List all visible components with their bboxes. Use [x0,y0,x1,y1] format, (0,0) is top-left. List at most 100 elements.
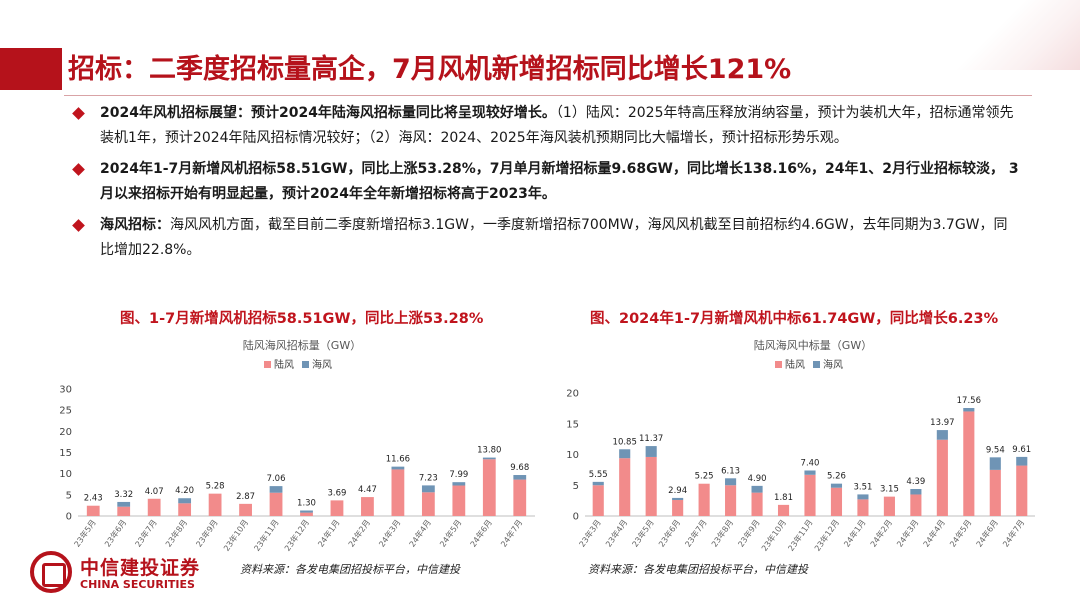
x-tick-label: 24年2月 [346,517,372,548]
y-tick-label: 15 [566,419,579,430]
diamond-bullet-icon [72,163,85,176]
x-tick-label: 23年5月 [630,517,656,548]
bullet-list: 2024年风机招标展望：预计2024年陆海风招标量同比将呈现较好增长。（1）陆风… [70,101,1020,269]
title-divider [64,95,1032,96]
legend-label-onshore: 陆风 [274,358,294,371]
bar-onshore [513,479,527,516]
bar-offshore [963,408,975,412]
bar-offshore [513,475,527,480]
bar-onshore [830,487,843,516]
bullet-item: 2024年1-7月新增风机招标58.51GW，同比上涨53.28%，7月单月新增… [70,157,1020,206]
bar-onshore [936,439,948,516]
bar-offshore [830,483,843,488]
bar-onshore [117,506,131,516]
bar-offshore [751,485,763,493]
source-note-tender: 资料来源：各发电集团招投标平台，中信建投 [240,563,460,576]
data-label: 2.94 [668,486,687,496]
x-tick-label: 24年3月 [376,517,402,548]
y-tick-label: 25 [59,406,72,417]
y-tick-label: 10 [566,450,579,461]
data-label: 11.66 [386,455,410,465]
bar-onshore [300,512,313,516]
x-tick-label: 24年4月 [921,517,947,548]
data-label: 13.80 [477,446,501,456]
x-tick-label: 24年2月 [868,517,894,548]
data-label: 7.06 [267,474,286,484]
bar-offshore [482,457,496,460]
bar-onshore [698,483,710,516]
bullet-item: 海风招标：海风风机方面，截至目前二季度新增招标3.1GW，一季度新增招标700M… [70,213,1020,262]
bar-onshore [147,498,161,516]
x-tick-label: 23年3月 [577,517,603,548]
data-label: 4.90 [748,474,767,484]
bar-onshore [421,492,435,516]
bar-offshore [804,470,816,475]
bullet-text: 海风风机方面，截至目前二季度新增招标3.1GW，一季度新增招标700MW，海风风… [100,217,1008,258]
bar-onshore [86,505,100,516]
bar-onshore [208,493,222,516]
data-label: 5.55 [589,470,608,480]
bar-onshore [1016,465,1028,516]
legend-label-onshore: 陆风 [785,358,805,371]
diamond-bullet-icon [72,219,85,232]
bar-onshore [391,469,405,516]
tender-chart-svg: 陆风海风招标量（GW）陆风 海风0510152025302.4323年5月3.32… [59,338,535,553]
data-label: 3.32 [114,490,133,500]
data-label: 3.51 [853,482,872,492]
legend-label-offshore: 海风 [312,358,332,371]
data-label: 4.07 [145,487,164,497]
bar-offshore [269,486,283,493]
legend-swatch-onshore [264,361,271,368]
x-tick-label: 24年1月 [315,517,341,548]
bar-offshore [1016,456,1028,466]
data-label: 3.69 [327,488,346,498]
data-label: 9.68 [510,463,529,473]
bar-onshore [777,504,790,516]
bar-onshore [672,500,684,516]
award-chart-svg: 陆风海风中标量（GW） 陆风 海风 0 5 10 15 20 5.55 23年3月 10.85 23年… [566,338,1035,553]
bar-onshore [330,500,344,516]
bar-onshore [482,459,496,516]
x-tick-label: 24年1月 [841,517,867,548]
logo-english-name: CHINA SECURITIES [80,578,195,591]
legend-swatch-offshore [813,361,820,368]
y-tick-label: 5 [573,481,579,492]
figure-caption-tender: 图、1-7月新增风机招标58.51GW，同比上涨53.28% [120,311,484,327]
data-label: 2.87 [236,492,255,502]
bullet-bold-text: 海风招标： [100,217,170,233]
data-label: 5.25 [695,472,714,482]
bar-onshore [751,492,763,516]
x-tick-label: 23年11月 [786,517,815,553]
x-tick-label: 23年9月 [736,517,762,548]
page-title: 招标：二季度招标量高企，7月风机新增招标同比增长121% [68,54,792,85]
bar-offshore [989,457,1001,470]
y-tick-label: 0 [66,512,72,523]
y-tick-label: 10 [59,469,72,480]
award-volume-chart: 陆风海风中标量（GW） 陆风 海风 0 5 10 15 20 5.55 23年3月 10.85 23年… [555,335,1045,560]
title-accent-bar [0,48,62,90]
bar-onshore [645,456,657,516]
bullet-text: （1）陆风：2025年特高压释放消纳容量，预计为装机大年，招标通常领先装机1年，… [100,105,1014,146]
data-label: 5.28 [206,482,225,492]
bar-offshore [857,494,869,500]
x-tick-label: 23年6月 [656,517,682,548]
bar-offshore [391,466,405,470]
source-note-award: 资料来源：各发电集团招投标平台，中信建投 [588,563,808,576]
y-tick-label: 15 [59,448,72,459]
x-tick-label: 23年10月 [759,517,788,553]
bar-onshore [883,496,895,516]
y-tick-label: 20 [566,389,579,400]
data-label: 13.97 [930,418,954,428]
data-label: 4.47 [358,485,377,495]
bar-onshore [178,503,192,516]
x-tick-label: 24年5月 [437,517,463,548]
x-tick-label: 24年4月 [407,517,433,548]
bar-onshore [963,411,975,516]
data-label: 17.56 [957,396,981,406]
bar-onshore [857,499,869,516]
x-tick-label: 23年7月 [683,517,709,548]
bar-offshore [592,481,604,486]
x-tick-label: 23年4月 [603,517,629,548]
bullet-bold-text: 2024年1-7月新增风机招标58.51GW，同比上涨53.28%，7月单月新增… [100,161,1019,202]
bar-offshore [300,510,313,513]
